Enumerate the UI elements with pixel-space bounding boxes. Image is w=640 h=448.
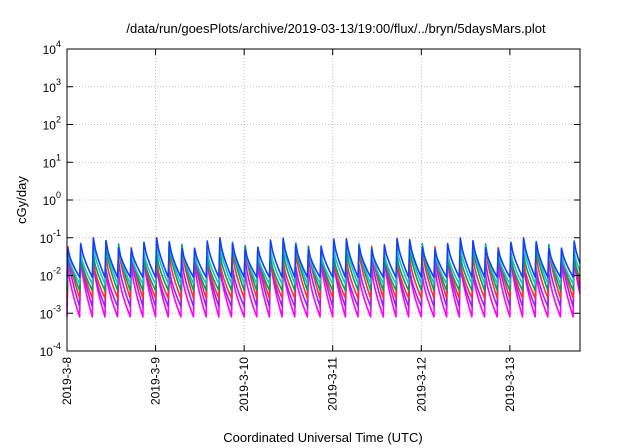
x-axis-ticks: 2019-3-8 2019-3-9 2019-3-10 2019-3-11 2019-3… <box>60 49 517 412</box>
series-line <box>66 242 581 292</box>
y-tick-label: 10-3 <box>40 303 61 321</box>
series-line <box>66 256 581 318</box>
series-line <box>66 240 581 285</box>
chart-title: /data/run/goesPlots/archive/2019-03-13/1… <box>126 21 546 36</box>
plot-frame <box>66 48 581 352</box>
x-tick-label: 2019-3-13 <box>503 357 517 412</box>
x-tick-label: 2019-3-12 <box>414 357 428 412</box>
y-axis-ticks: 10-4 10-3 10-2 10-1 100 101 102 103 104 <box>40 39 580 359</box>
y-tick-label: 103 <box>43 77 61 95</box>
grid <box>67 49 580 351</box>
x-tick-label: 2019-3-10 <box>237 357 251 412</box>
y-tick-label: 102 <box>43 115 61 133</box>
x-tick-label: 2019-3-8 <box>60 357 74 405</box>
y-tick-label: 10-2 <box>40 266 61 284</box>
series-layer <box>66 236 581 318</box>
y-tick-label: 104 <box>43 39 61 57</box>
y-tick-label: 10-4 <box>40 341 61 359</box>
x-tick-label: 2019-3-11 <box>326 357 340 411</box>
y-axis-label: cGy/day <box>14 176 29 224</box>
y-tick-label: 101 <box>43 152 61 170</box>
y-tick-label: 100 <box>43 190 61 208</box>
x-axis-label: Coordinated Universal Time (UTC) <box>223 430 422 445</box>
y-tick-label: 10-1 <box>40 228 61 246</box>
series-line <box>66 236 581 279</box>
x-tick-label: 2019-3-9 <box>149 357 163 405</box>
